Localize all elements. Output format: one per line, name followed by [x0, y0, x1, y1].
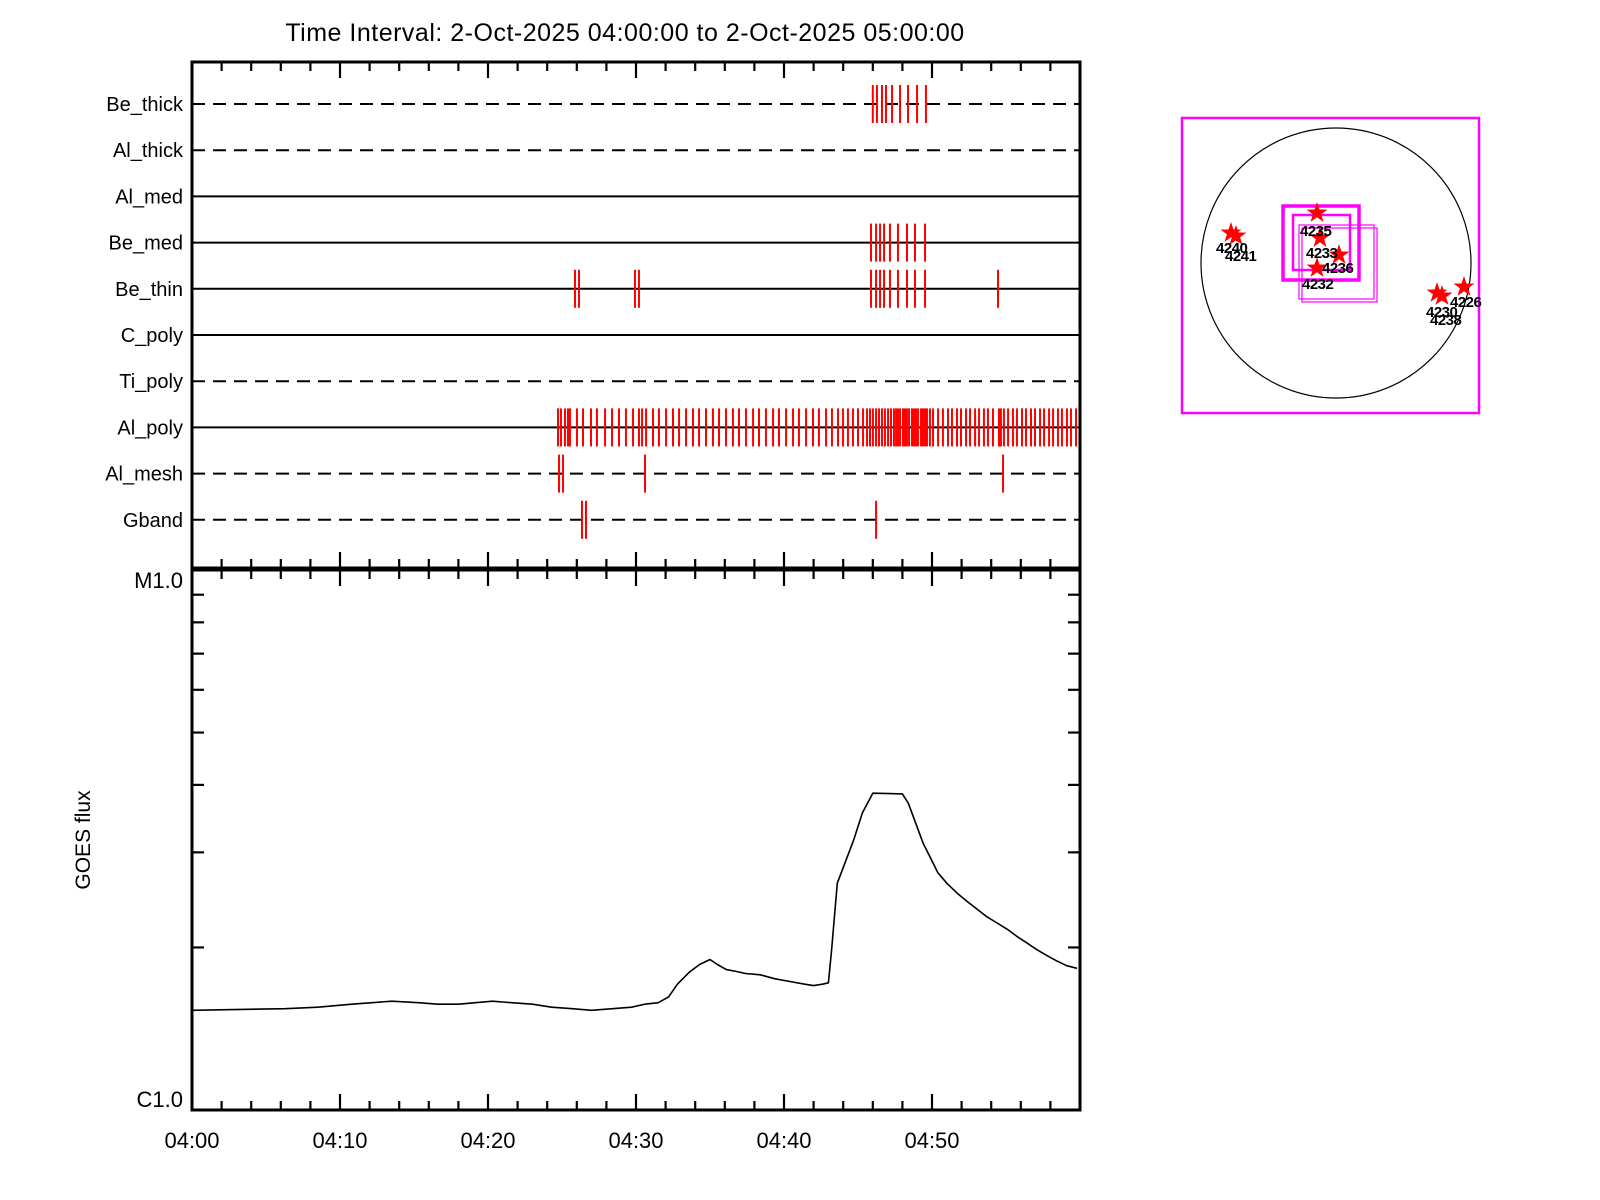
filter-timeline-panel: Be_thick Al_thick Al_med Be_med Be_thin C_pol… — [105, 60, 1082, 570]
active-region-label-4240: 4240 — [1216, 240, 1248, 257]
active-region-label-4241: 4241 — [1225, 248, 1257, 265]
xrt-fov-box-0 — [1281, 204, 1361, 282]
goes-frame — [190, 568, 1082, 1112]
x-axis-label-04:10: 04:10 — [312, 1128, 367, 1153]
active-region-star-8 — [1453, 276, 1475, 296]
channel-label-Al_thick: Al_thick — [113, 140, 184, 162]
active-region-label-4226: 4226 — [1450, 294, 1482, 311]
x-axis-label-04:00: 04:00 — [164, 1128, 219, 1153]
channel-label-Gband: Gband — [123, 510, 183, 532]
xrt-fov-box-2 — [1298, 224, 1375, 300]
y-axis-title: GOES flux — [72, 790, 95, 890]
active-region-label-4238: 4238 — [1430, 312, 1462, 329]
channel-label-Al_poly: Al_poly — [117, 417, 183, 439]
active-region-label-4235: 4235 — [1300, 223, 1332, 240]
channel-label-Be_thick: Be_thick — [106, 94, 184, 116]
channel-label-Ti_poly: Ti_poly — [119, 371, 183, 393]
channel-label-C_poly: C_poly — [121, 325, 183, 347]
active-region-label-4236: 4236 — [1322, 260, 1354, 277]
active-region-star-6 — [1426, 282, 1448, 302]
solar-limb-circle — [1200, 127, 1472, 399]
active-region-label-4232: 4232 — [1302, 276, 1334, 293]
timeline-frame — [190, 60, 1082, 570]
plot-title: Time Interval: 2-Oct-2025 04:00:00 to 2-… — [285, 19, 964, 47]
active-region-star-3 — [1306, 257, 1328, 277]
active-region-star-2 — [1328, 244, 1350, 264]
active-region-star-7 — [1431, 285, 1453, 305]
x-axis-label-04:20: 04:20 — [460, 1128, 515, 1153]
goes-flux-panel: M1.0 C1.0 GOES flux 04:00 04:10 04:20 04:30 04:… — [72, 568, 1082, 1153]
channel-label-Be_med: Be_med — [109, 233, 184, 255]
active-region-star-0 — [1306, 202, 1328, 222]
x-axis-label-04:40: 04:40 — [756, 1128, 811, 1153]
inset-outer-box — [1180, 116, 1481, 415]
x-axis-label-04:50: 04:50 — [904, 1128, 959, 1153]
xrt-fov-box-1 — [1291, 213, 1352, 272]
active-region-star-5 — [1225, 225, 1247, 245]
y-axis-bottom-label: C1.0 — [137, 1087, 183, 1112]
active-region-star-4 — [1220, 222, 1242, 242]
xrt-fov-box-3 — [1301, 227, 1378, 303]
x-axis-label-04:30: 04:30 — [608, 1128, 663, 1153]
goes-flux-curve — [191, 792, 1078, 1012]
channel-label-Al_med: Al_med — [115, 186, 183, 208]
y-axis-top-label: M1.0 — [134, 568, 183, 593]
active-region-label-4230: 4230 — [1426, 304, 1458, 321]
channel-label-Al_mesh: Al_mesh — [105, 464, 183, 486]
active-region-star-1 — [1309, 227, 1331, 247]
active-region-label-4233: 4233 — [1306, 245, 1338, 262]
channel-label-Be_thin: Be_thin — [115, 279, 183, 301]
